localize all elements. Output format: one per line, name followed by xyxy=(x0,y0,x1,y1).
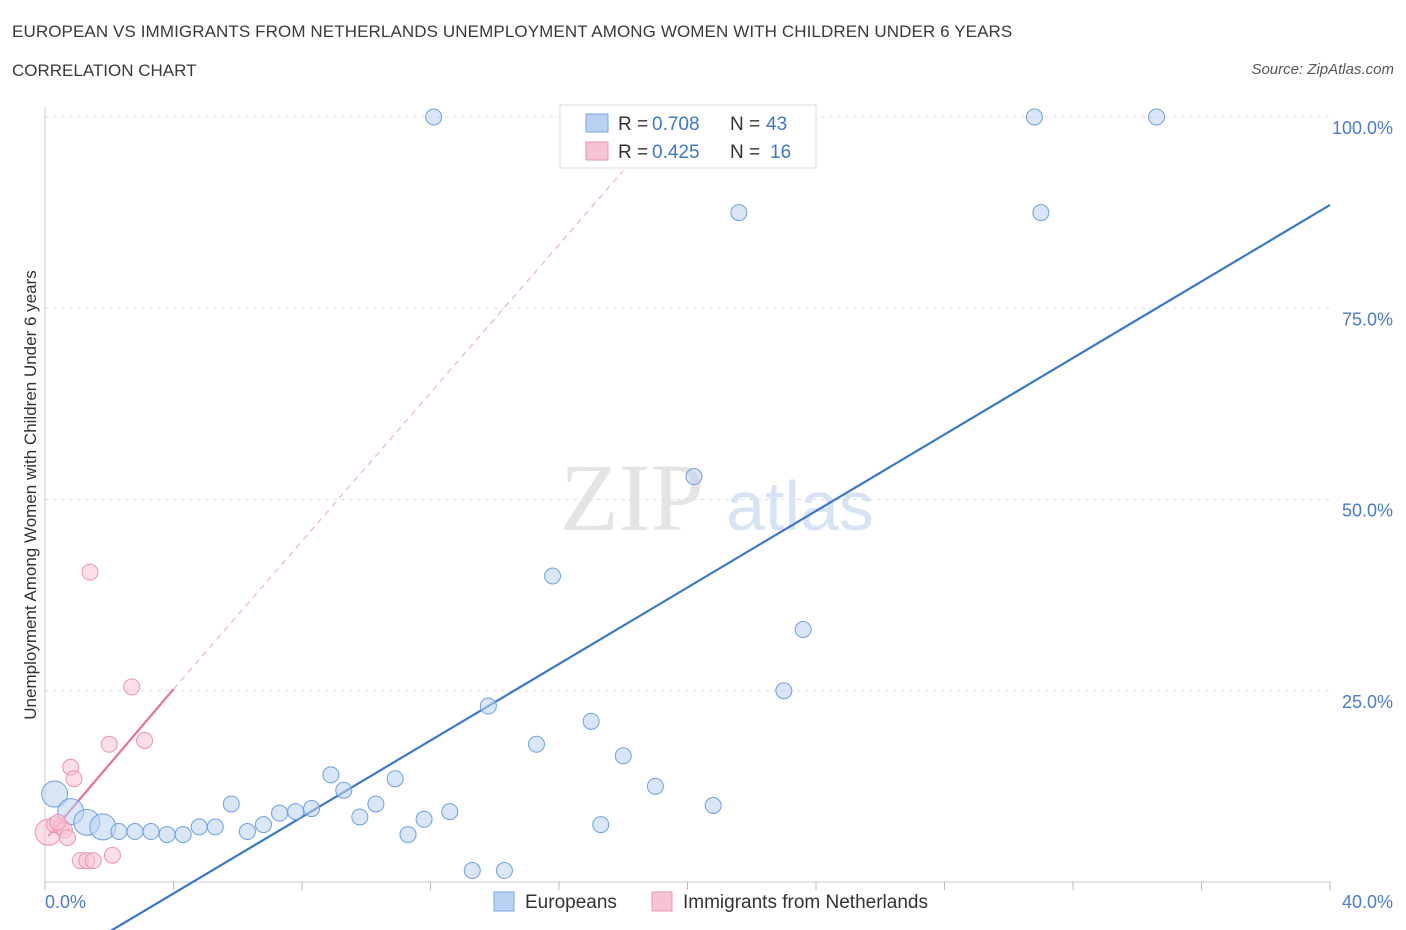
immigrant-point-13 xyxy=(123,678,141,696)
immigrant-point-9 xyxy=(81,563,99,581)
series-legend-immigrants: Immigrants from Netherlands xyxy=(683,892,928,913)
immigrant-point-6 xyxy=(65,770,83,788)
legend-r-label-2: R = xyxy=(618,142,648,163)
european-point-5 xyxy=(126,823,144,841)
watermark-atlas: atlas xyxy=(726,467,874,545)
axes xyxy=(44,107,1331,890)
series-legend-swatch-europeans xyxy=(493,891,515,912)
data-points xyxy=(34,108,1166,880)
european-point-9 xyxy=(190,818,208,836)
european-point-8 xyxy=(174,826,192,844)
european-point-31 xyxy=(582,712,600,730)
legend-swatch-immigrants xyxy=(585,141,609,161)
gridlines xyxy=(45,116,1330,692)
chart-subtitle: CORRELATION CHART xyxy=(12,61,197,80)
legend-n-label-1: N = xyxy=(730,114,760,135)
european-point-35 xyxy=(685,468,703,486)
european-point-28 xyxy=(495,862,513,880)
european-point-24 xyxy=(425,108,443,126)
european-point-13 xyxy=(254,816,272,834)
european-point-26 xyxy=(463,862,481,880)
legend-r-value-1: 0.708 xyxy=(652,114,700,135)
european-point-20 xyxy=(367,795,385,813)
european-point-29 xyxy=(528,735,546,753)
european-point-21 xyxy=(386,770,404,788)
y-tick-label-0: 25.0% xyxy=(1342,692,1393,712)
y-tick-label-1: 50.0% xyxy=(1342,501,1393,521)
european-point-23 xyxy=(415,810,433,828)
series-legend-swatch-immigrants xyxy=(651,891,673,912)
european-point-33 xyxy=(614,747,632,765)
legend-swatch-europeans xyxy=(585,113,609,133)
european-point-32 xyxy=(592,816,610,834)
european-point-42 xyxy=(1148,108,1166,126)
european-point-36 xyxy=(704,797,722,814)
european-point-6 xyxy=(142,823,160,841)
european-point-16 xyxy=(303,800,321,818)
european-point-7 xyxy=(158,826,176,844)
immigrant-point-10 xyxy=(84,852,102,870)
immigrant-point-12 xyxy=(103,846,121,864)
immigrant-point-14 xyxy=(136,731,154,749)
watermark-zip: ZIP xyxy=(560,444,704,551)
chart-title: EUROPEAN VS IMMIGRANTS FROM NETHERLANDS … xyxy=(12,22,1013,41)
immigrant-point-4 xyxy=(58,829,76,847)
x-tick-label-max: 40.0% xyxy=(1342,892,1393,912)
europeans-trend-line xyxy=(109,204,1331,930)
immigrants-trend-extension xyxy=(173,170,624,690)
immigrant-point-11 xyxy=(100,735,118,753)
european-point-4 xyxy=(110,823,128,841)
european-point-41 xyxy=(1032,204,1050,222)
european-point-34 xyxy=(646,777,664,795)
european-point-11 xyxy=(222,795,240,813)
european-point-22 xyxy=(399,826,417,844)
legend-r-label-1: R = xyxy=(618,114,648,135)
watermark: ZIP atlas xyxy=(560,444,874,551)
european-point-25 xyxy=(441,803,459,821)
european-point-17 xyxy=(322,766,340,784)
immigrant-point-15 xyxy=(49,813,67,831)
legend-r-value-2: 0.425 xyxy=(652,142,700,163)
source-label: Source: ZipAtlas.com xyxy=(1251,61,1394,78)
european-point-19 xyxy=(351,808,369,826)
european-point-15 xyxy=(287,803,305,821)
legend-n-label-2: N = xyxy=(730,142,760,163)
legend-n-value-2: 16 xyxy=(770,142,791,163)
european-point-30 xyxy=(544,567,562,585)
european-point-38 xyxy=(775,682,793,700)
legend-n-value-1: 43 xyxy=(766,114,787,135)
european-point-18 xyxy=(335,781,353,799)
y-tick-labels: 25.0% 50.0% 75.0% 100.0% xyxy=(1332,118,1393,712)
european-point-0 xyxy=(41,780,69,808)
european-point-37 xyxy=(730,204,748,222)
european-point-39 xyxy=(794,621,812,639)
y-axis-label: Unemployment Among Women with Children U… xyxy=(21,270,40,719)
series-legend: Europeans Immigrants from Netherlands xyxy=(493,891,928,913)
correlation-legend: R = 0.708 N = 43 R = 0.425 N = 16 xyxy=(559,104,817,169)
european-point-27 xyxy=(479,697,497,715)
european-point-40 xyxy=(1025,108,1043,126)
european-point-14 xyxy=(271,804,289,822)
european-point-10 xyxy=(206,818,224,836)
x-tick-label-min: 0.0% xyxy=(45,892,86,912)
european-point-12 xyxy=(238,823,256,841)
y-tick-label-2: 75.0% xyxy=(1342,309,1393,329)
series-legend-europeans: Europeans xyxy=(525,892,617,913)
y-tick-label-3: 100.0% xyxy=(1332,118,1393,138)
